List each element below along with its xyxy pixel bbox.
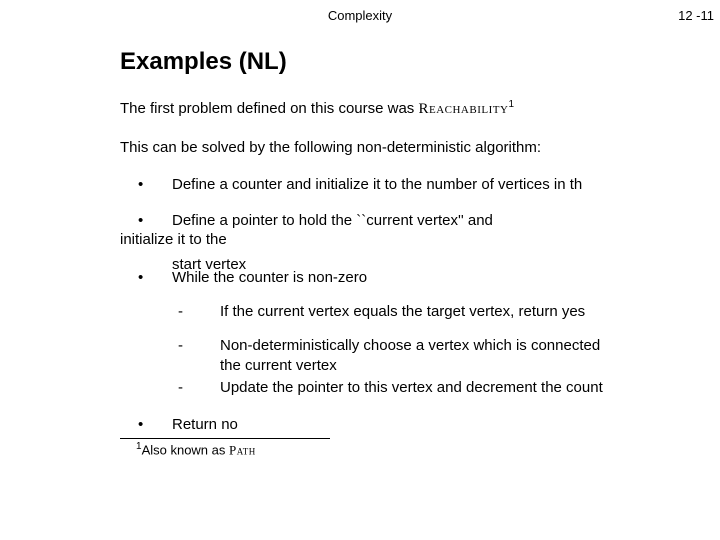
dash-2-text: Non-deterministically choose a vertex wh… (220, 336, 720, 377)
dash-1-yes: yes (562, 303, 585, 320)
bullet-4-pre: Return (172, 416, 221, 433)
dash-2b: the current vertex (220, 357, 337, 374)
bullet-1-text: Define a counter and initialize it to th… (172, 175, 720, 195)
dash-2a: Non-deterministically choose a vertex wh… (220, 337, 600, 354)
dash-1: - If the current vertex equals the targe… (120, 302, 720, 322)
bullet-2-lead: Define a pointer to hold the ``current v… (172, 211, 720, 231)
algo-intro: This can be solved by the following non-… (120, 138, 720, 158)
dash-3: - Update the pointer to this vertex and … (120, 378, 720, 398)
intro-pre: The first problem defined on this course… (120, 100, 418, 117)
bullet-dot: • (120, 269, 172, 286)
bullet-1: • Define a counter and initialize it to … (120, 175, 720, 195)
bullet-4-text: Return no (172, 415, 720, 435)
bullet-dot: • (120, 415, 172, 435)
dash-1-text: If the current vertex equals the target … (220, 302, 720, 322)
dash-3-text: Update the pointer to this vertex and de… (220, 378, 720, 398)
footnote-term: Path (229, 442, 256, 457)
content-area: Examples (NL) The first problem defined … (120, 48, 720, 458)
overlap-group: start vertex • While the counter is non-… (120, 256, 720, 288)
bullet-4-no: no (221, 416, 238, 433)
dash-mark: - (120, 302, 220, 322)
dash-1-pre: If the current vertex equals the target … (220, 303, 562, 320)
bullet-2-block: • Define a pointer to hold the ``current… (120, 211, 720, 288)
header-title: Complexity (0, 8, 720, 23)
bullet-dot: • (120, 175, 172, 195)
bullet-2-cont: initialize it to the (120, 230, 720, 250)
footnote: 1Also known as Path (136, 441, 720, 458)
bullet-4: • Return no (120, 415, 720, 435)
bullet-2: • Define a pointer to hold the ``current… (120, 211, 720, 231)
dash-mark: - (120, 336, 220, 377)
dash-2: - Non-deterministically choose a vertex … (120, 336, 720, 377)
intro-line: The first problem defined on this course… (120, 98, 720, 120)
page-number: 12 -11 (678, 8, 714, 23)
bullet-3: • While the counter is non-zero (120, 269, 367, 286)
bullet-dot: • (120, 211, 172, 231)
bullet-3-text: While the counter is non-zero (172, 269, 367, 286)
dash-mark: - (120, 378, 220, 398)
footnote-rule (120, 438, 330, 439)
intro-term: Reachability (418, 101, 508, 117)
intro-sup: 1 (508, 99, 514, 110)
section-heading: Examples (NL) (120, 48, 720, 76)
footnote-pre: Also known as (142, 442, 229, 457)
slide-page: Complexity 12 -11 Examples (NL) The firs… (0, 0, 720, 540)
